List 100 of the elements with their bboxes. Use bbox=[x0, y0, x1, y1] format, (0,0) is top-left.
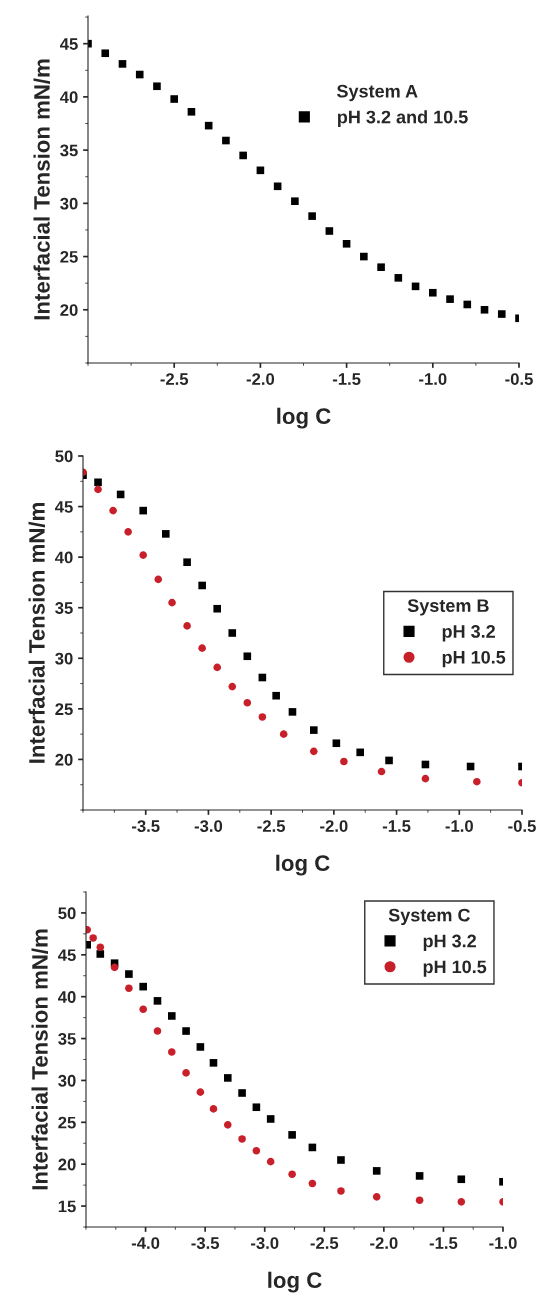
point bbox=[153, 997, 162, 1005]
point bbox=[96, 943, 105, 952]
point bbox=[332, 739, 341, 748]
x-tick-label: -2.5 bbox=[160, 373, 189, 385]
point bbox=[308, 212, 316, 220]
y-tick-label: 30 bbox=[58, 1074, 76, 1087]
x-tick-label: -2.0 bbox=[246, 373, 275, 385]
point bbox=[96, 950, 105, 958]
point bbox=[385, 756, 393, 765]
point bbox=[340, 757, 348, 766]
point bbox=[139, 506, 148, 515]
legend-title: System A bbox=[336, 84, 418, 102]
y-tick-label: 40 bbox=[59, 91, 78, 104]
point bbox=[213, 663, 222, 672]
point bbox=[309, 726, 318, 734]
point bbox=[198, 644, 206, 652]
point bbox=[497, 310, 506, 318]
point bbox=[238, 1089, 246, 1097]
point bbox=[125, 970, 133, 978]
point bbox=[266, 1157, 275, 1166]
point bbox=[125, 984, 133, 993]
point bbox=[288, 1131, 296, 1139]
y-tick-label: 15 bbox=[58, 1200, 76, 1213]
point bbox=[337, 1156, 345, 1164]
x-tick-label: -2.0 bbox=[320, 820, 348, 832]
x-tick-label: -3.0 bbox=[251, 1237, 279, 1249]
point bbox=[429, 288, 437, 297]
point bbox=[168, 598, 176, 607]
point bbox=[377, 767, 386, 776]
point bbox=[124, 528, 132, 536]
point bbox=[135, 70, 144, 79]
x-tick-label: -2.5 bbox=[310, 1237, 339, 1249]
legend-title: System B bbox=[407, 599, 489, 616]
point bbox=[196, 1043, 205, 1051]
point bbox=[291, 197, 299, 206]
legend-label: pH 10.5 bbox=[423, 960, 487, 977]
point bbox=[196, 1088, 205, 1096]
point bbox=[161, 530, 170, 538]
point bbox=[94, 485, 102, 494]
point bbox=[187, 107, 196, 116]
y-tick-label: 50 bbox=[55, 450, 73, 463]
point bbox=[446, 295, 454, 303]
point bbox=[209, 1105, 218, 1113]
y-tick-label: 25 bbox=[55, 703, 73, 716]
point bbox=[288, 708, 297, 716]
point bbox=[167, 1048, 176, 1056]
point bbox=[356, 748, 364, 757]
y-axis-title: Interfacial Tension mN/m bbox=[33, 59, 51, 320]
point bbox=[110, 963, 119, 972]
point bbox=[118, 60, 127, 68]
x-tick-label: -3.0 bbox=[194, 820, 223, 832]
point bbox=[153, 1027, 162, 1035]
y-tick-label: 45 bbox=[59, 38, 78, 50]
y-tick-label: 45 bbox=[54, 501, 73, 513]
x-axis-title: log C bbox=[276, 854, 330, 876]
point bbox=[101, 49, 110, 58]
legend-label: pH 3.2 bbox=[442, 625, 495, 642]
point bbox=[372, 1167, 381, 1175]
point bbox=[463, 300, 472, 309]
point bbox=[377, 263, 385, 272]
point bbox=[139, 1005, 147, 1014]
point bbox=[415, 1172, 424, 1180]
point bbox=[223, 1074, 232, 1082]
point bbox=[183, 622, 191, 630]
x-tick-label: -0.5 bbox=[508, 820, 536, 832]
x-tick-label: -1.0 bbox=[489, 1237, 517, 1249]
point bbox=[252, 1103, 261, 1112]
x-tick-label: -4.0 bbox=[131, 1237, 160, 1249]
point bbox=[480, 305, 489, 314]
y-tick-label: 25 bbox=[58, 1116, 76, 1129]
y-tick-label: 20 bbox=[60, 304, 78, 316]
y-tick-label: 20 bbox=[55, 753, 73, 766]
point bbox=[223, 1121, 232, 1129]
point bbox=[209, 1059, 218, 1067]
point bbox=[243, 652, 252, 661]
point bbox=[288, 1170, 296, 1179]
point bbox=[222, 136, 230, 145]
y-tick-label: 35 bbox=[60, 144, 78, 157]
x-tick-label: -0.5 bbox=[505, 373, 533, 385]
point bbox=[415, 1196, 424, 1204]
x-tick-label: -1.5 bbox=[429, 1237, 458, 1249]
x-axis-title: log C bbox=[277, 407, 331, 429]
y-tick-label: 50 bbox=[58, 907, 76, 920]
point bbox=[213, 604, 222, 613]
x-tick-label: -1.5 bbox=[382, 820, 411, 832]
y-tick-label: 30 bbox=[60, 197, 78, 210]
point bbox=[154, 575, 163, 584]
point bbox=[109, 506, 117, 515]
point bbox=[89, 934, 97, 942]
y-tick-label: 20 bbox=[58, 1158, 76, 1171]
point bbox=[170, 95, 178, 103]
y-tick-label: 40 bbox=[54, 551, 73, 564]
point bbox=[228, 682, 237, 691]
legend-label: pH 3.2 bbox=[423, 934, 476, 951]
y-tick-label: 40 bbox=[57, 991, 76, 1003]
point bbox=[421, 774, 430, 783]
point bbox=[243, 698, 252, 707]
point bbox=[279, 730, 288, 738]
point bbox=[153, 82, 161, 91]
x-tick-label: -1.5 bbox=[332, 373, 361, 385]
